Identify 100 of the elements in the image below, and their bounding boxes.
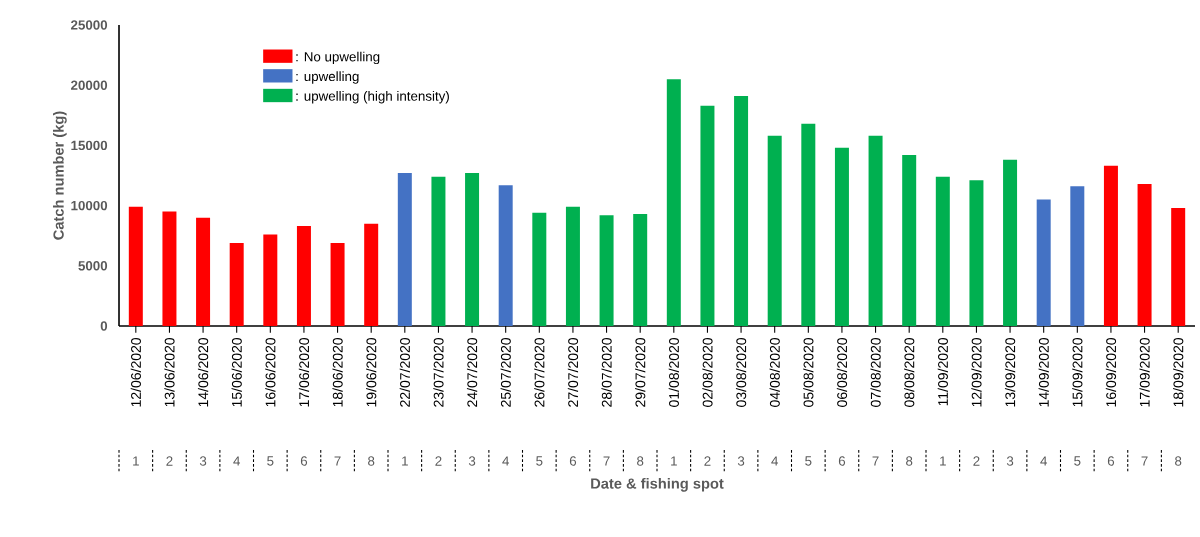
bar	[734, 96, 749, 326]
bar	[162, 211, 177, 326]
bar	[700, 105, 715, 326]
bar	[1137, 183, 1152, 326]
text: 8	[637, 456, 644, 466]
text: 7	[1141, 456, 1148, 466]
bar	[1036, 199, 1051, 326]
text: 3	[737, 456, 745, 466]
text: 4	[233, 456, 241, 466]
x-tick-label: 14/09/2020	[1038, 337, 1049, 407]
text: 6	[838, 456, 846, 466]
text: 7	[872, 456, 879, 466]
x-tick-label: 28/07/2020	[601, 337, 612, 407]
text: 2	[704, 456, 711, 466]
x-tick-label: 08/08/2020	[904, 337, 915, 407]
text: 8	[368, 456, 375, 466]
x-tick-label: 04/08/2020	[769, 337, 780, 407]
text: 8	[906, 456, 913, 466]
x-tick-label: 18/06/2020	[332, 337, 343, 407]
x-tick-label: 25/07/2020	[500, 337, 511, 407]
text: 2	[435, 456, 442, 466]
text: 7	[603, 456, 610, 466]
x-tick-label: 06/08/2020	[836, 337, 848, 407]
bar	[296, 226, 311, 326]
y-tick-label: 0	[100, 321, 108, 331]
y-axis-title: Catch number (kg)	[53, 111, 67, 240]
y-tick-label: 10000	[71, 200, 108, 211]
text: 1	[402, 456, 408, 466]
legend-label: : upwelling	[296, 71, 359, 84]
text: 5	[1074, 456, 1081, 466]
bar	[397, 173, 412, 326]
text: 1	[671, 456, 677, 466]
x-tick-label: 13/06/2020	[164, 337, 175, 407]
x-tick-label: 02/08/2020	[702, 337, 713, 407]
text: 5	[536, 456, 543, 466]
x-tick-label: 16/09/2020	[1105, 337, 1117, 407]
bar	[868, 135, 883, 326]
bar	[935, 176, 950, 326]
x-tick-label: 14/06/2020	[197, 337, 209, 407]
bar	[767, 135, 782, 326]
x-tick-label: 23/07/2020	[433, 337, 444, 407]
bar	[498, 185, 513, 326]
text: 6	[569, 456, 577, 466]
bar	[1103, 165, 1118, 326]
y-tick-label: 5000	[78, 261, 108, 271]
x-tick-label: 15/06/2020	[231, 337, 242, 407]
bar	[801, 123, 816, 326]
x-tick-label: 27/07/2020	[567, 337, 579, 407]
bar	[431, 176, 446, 326]
x-tick-label: 03/08/2020	[735, 337, 747, 407]
y-tick-label: 15000	[71, 140, 108, 151]
x-tick-label: 17/09/2020	[1139, 337, 1150, 407]
legend-label: : upwelling (high intensity)	[296, 91, 449, 104]
bar	[128, 206, 143, 326]
legend-label: : No upwelling	[296, 51, 380, 65]
text: 5	[805, 456, 812, 466]
bar	[465, 173, 480, 326]
x-tick-label: 15/09/2020	[1072, 337, 1083, 407]
bar	[565, 206, 580, 326]
bar	[263, 234, 278, 326]
bar	[1003, 159, 1018, 326]
text: 3	[199, 456, 207, 466]
x-tick-label: 11/09/2020	[937, 337, 948, 406]
bar	[1171, 208, 1186, 326]
x-tick-label: 07/08/2020	[870, 337, 881, 407]
bar	[229, 242, 244, 326]
y-tick-label: 20000	[71, 80, 108, 90]
x-tick-label: 12/06/2020	[130, 337, 141, 407]
bar	[330, 242, 345, 326]
text: 3	[468, 456, 476, 466]
text: 4	[771, 456, 779, 466]
x-tick-label: 17/06/2020	[298, 337, 310, 407]
bar	[364, 223, 379, 326]
bar	[633, 214, 648, 326]
x-tick-label: 01/08/2020	[668, 337, 679, 407]
bar	[666, 79, 681, 326]
bar	[969, 180, 984, 326]
x-tick-label: 18/09/2020	[1173, 337, 1184, 407]
text: 1	[940, 456, 946, 466]
bar	[599, 215, 614, 326]
bar	[532, 212, 547, 326]
text: 8	[1175, 456, 1182, 466]
text: 5	[267, 456, 274, 466]
x-axis-title: Date & fishing spot	[591, 477, 724, 492]
text: 1	[133, 456, 139, 466]
text: 7	[334, 456, 341, 466]
text: 4	[1040, 456, 1048, 466]
x-tick-label: 26/07/2020	[534, 337, 545, 407]
bar	[902, 155, 917, 326]
x-tick-label: 05/08/2020	[803, 337, 814, 407]
x-tick-label: 12/09/2020	[971, 337, 982, 407]
bar	[1070, 186, 1085, 326]
x-tick-label: 13/09/2020	[1004, 337, 1016, 407]
text: 2	[973, 456, 980, 466]
text: 6	[1107, 456, 1115, 466]
text: 3	[1006, 456, 1014, 466]
x-tick-label: 19/06/2020	[366, 337, 377, 407]
x-tick-label: 24/07/2020	[466, 337, 478, 407]
text: 2	[166, 456, 173, 466]
text: 6	[300, 456, 308, 466]
